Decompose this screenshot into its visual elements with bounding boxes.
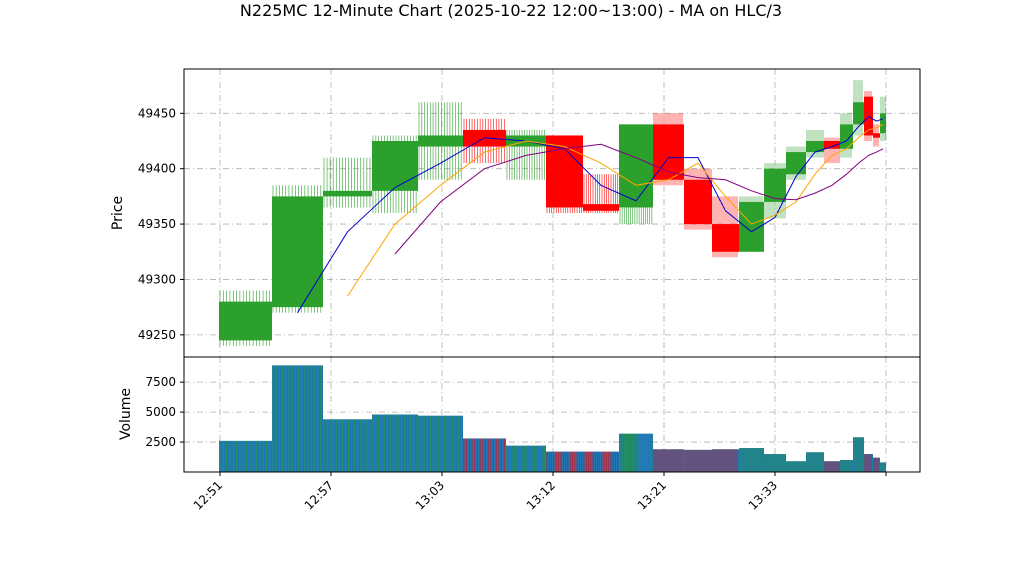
volume-bar [880, 462, 886, 472]
candle [806, 129, 824, 158]
candle-body [873, 133, 880, 138]
volume-bar [873, 457, 880, 472]
candle-body [372, 141, 418, 191]
x-tick-label: 13:12 [524, 478, 558, 512]
volume-bar [219, 440, 272, 472]
ma-slow-line [394, 143, 884, 255]
candle-body [824, 141, 840, 149]
volume-bar-fill [840, 460, 853, 472]
volume-bar-fill [583, 451, 619, 472]
volume-bar [764, 454, 786, 472]
candle-body [619, 124, 653, 208]
candle-body [684, 179, 712, 225]
volume-bar [583, 451, 619, 472]
volume-tick-label: 5000 [145, 405, 176, 419]
volume-bar [853, 437, 864, 472]
volume-bar-fill [684, 449, 712, 472]
volume-axis-label: Volume [118, 388, 134, 440]
candle [323, 157, 372, 208]
candle [219, 290, 272, 346]
x-axis: 12:51 12:57 13:03 13:12 13:21 13:33 [191, 472, 887, 513]
ma-mid-line [347, 123, 884, 297]
volume-bar [619, 433, 653, 472]
price-tick-label: 49250 [138, 328, 176, 342]
volume-axes-frame [183, 356, 921, 473]
volume-bar [418, 415, 463, 472]
volume-bar [739, 448, 764, 472]
candle-body [418, 135, 463, 147]
volume-tick-label: 2500 [145, 435, 176, 449]
candle [619, 124, 653, 225]
price-tick-label: 49400 [138, 162, 176, 176]
volume-bar [684, 449, 712, 472]
candle-body [272, 196, 323, 308]
ma-fast-line [297, 115, 884, 313]
volume-bar-fill [786, 461, 806, 472]
candle-body [323, 190, 372, 197]
candle-body [853, 102, 864, 125]
x-tick-label: 13:21 [635, 478, 669, 512]
volume-bar [864, 454, 873, 472]
candle-body [764, 168, 786, 202]
price-tick-label: 49300 [138, 272, 176, 286]
volume-panel: 2500 5000 7500 Volume [118, 356, 921, 473]
candle-body [786, 152, 806, 175]
x-tick-label: 12:57 [302, 478, 336, 512]
x-tick-label: 13:03 [413, 478, 447, 512]
candle [712, 196, 739, 258]
volume-bar [806, 452, 824, 472]
volume-bar [323, 419, 372, 472]
volume-bar [463, 438, 506, 472]
price-tick-label: 49350 [138, 217, 176, 231]
candle [272, 185, 323, 313]
volume-bar-fill [824, 461, 840, 472]
volume-bar [824, 461, 840, 472]
volume-bar-fill [653, 449, 684, 472]
volume-bar [272, 365, 323, 472]
chart-title: N225MC 12-Minute Chart (2025-10-22 12:00… [240, 1, 782, 20]
candle-body [583, 204, 619, 211]
candle-body [219, 301, 272, 341]
price-axis-label: Price [110, 196, 126, 230]
candle [786, 146, 806, 180]
volume-bar [506, 445, 546, 472]
candle-body [880, 113, 886, 134]
candle [583, 174, 619, 213]
volume-bar-fill [864, 454, 873, 472]
candle-body [806, 141, 824, 153]
volume-bar [786, 461, 806, 472]
volume-tick-label: 7500 [145, 375, 176, 389]
volume-bar [372, 414, 418, 472]
volume-bar-fill [219, 440, 272, 472]
volume-bar [840, 460, 853, 472]
volume-bar-fill [853, 437, 864, 472]
volume-bar-fill [546, 451, 583, 472]
price-tick-label: 49450 [138, 106, 176, 120]
candle [684, 168, 712, 230]
x-tick-label: 13:33 [746, 478, 780, 512]
candle [546, 135, 583, 213]
candle [739, 196, 764, 252]
price-panel: 49250 49300 49350 49400 49450 Price [110, 68, 921, 358]
candle [463, 118, 506, 164]
candle-body [712, 224, 739, 252]
candle [506, 129, 546, 180]
candle [372, 135, 418, 213]
x-tick-label: 12:51 [191, 478, 225, 512]
volume-bar [653, 449, 684, 472]
volume-bar-fill [873, 457, 880, 472]
candle [418, 102, 463, 180]
volume-bar [546, 451, 583, 472]
volume-bar [712, 449, 739, 472]
candle [824, 137, 840, 164]
candle [853, 80, 864, 136]
